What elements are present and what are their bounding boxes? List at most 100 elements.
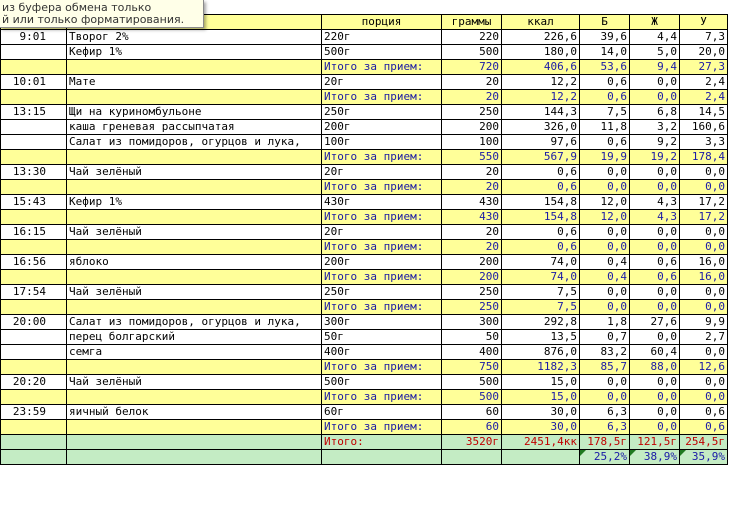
- product-cell[interactable]: Чай зелёный: [66, 224, 322, 240]
- grams-cell[interactable]: 250: [441, 299, 502, 315]
- grand-total-fat[interactable]: 121,5г: [629, 434, 680, 450]
- meal-total-label[interactable]: Итого за прием:: [321, 269, 442, 285]
- header-cell-grams[interactable]: граммы: [441, 14, 502, 30]
- product-cell[interactable]: перец болгарский: [66, 329, 322, 345]
- grams-cell[interactable]: 750: [441, 359, 502, 375]
- kcal-cell[interactable]: 0,6: [501, 239, 580, 255]
- grams-cell[interactable]: 500: [441, 389, 502, 405]
- grams-cell[interactable]: 250: [441, 284, 502, 300]
- time-cell[interactable]: 23:59: [0, 404, 67, 420]
- protein-cell[interactable]: 19,9: [579, 149, 630, 165]
- grams-cell[interactable]: 200: [441, 254, 502, 270]
- carbs-cell[interactable]: 9,9: [679, 314, 728, 330]
- grams-cell[interactable]: 430: [441, 209, 502, 225]
- protein-cell[interactable]: 12,0: [579, 209, 630, 225]
- grams-cell[interactable]: 500: [441, 374, 502, 390]
- protein-cell[interactable]: 6,3: [579, 404, 630, 420]
- product-cell[interactable]: семга: [66, 344, 322, 360]
- empty-cell[interactable]: [0, 179, 67, 195]
- fat-cell[interactable]: 0,0: [629, 74, 680, 90]
- kcal-cell[interactable]: 74,0: [501, 269, 580, 285]
- kcal-cell[interactable]: 7,5: [501, 284, 580, 300]
- fat-cell[interactable]: 0,0: [629, 419, 680, 435]
- percent-empty-cell[interactable]: [441, 449, 502, 465]
- time-cell[interactable]: 20:20: [0, 374, 67, 390]
- kcal-cell[interactable]: 154,8: [501, 194, 580, 210]
- time-cell[interactable]: [0, 44, 67, 60]
- portion-cell[interactable]: 500г: [321, 374, 442, 390]
- product-cell[interactable]: Творог 2%: [66, 29, 322, 45]
- protein-cell[interactable]: 0,4: [579, 254, 630, 270]
- empty-cell[interactable]: [66, 149, 322, 165]
- fat-cell[interactable]: 27,6: [629, 314, 680, 330]
- carbs-cell[interactable]: 17,2: [679, 194, 728, 210]
- grams-cell[interactable]: 400: [441, 344, 502, 360]
- kcal-cell[interactable]: 74,0: [501, 254, 580, 270]
- empty-cell[interactable]: [66, 419, 322, 435]
- grand-total-empty-cell[interactable]: [66, 434, 322, 450]
- fat-cell[interactable]: 0,0: [629, 224, 680, 240]
- protein-cell[interactable]: 0,6: [579, 134, 630, 150]
- carbs-cell[interactable]: 0,0: [679, 239, 728, 255]
- grams-cell[interactable]: 220: [441, 29, 502, 45]
- grams-cell[interactable]: 20: [441, 179, 502, 195]
- empty-cell[interactable]: [0, 89, 67, 105]
- meal-total-label[interactable]: Итого за прием:: [321, 209, 442, 225]
- time-cell[interactable]: 16:15: [0, 224, 67, 240]
- fat-cell[interactable]: 0,0: [629, 389, 680, 405]
- portion-cell[interactable]: 250г: [321, 104, 442, 120]
- fat-cell[interactable]: 9,2: [629, 134, 680, 150]
- protein-cell[interactable]: 0,0: [579, 179, 630, 195]
- grams-cell[interactable]: 20: [441, 74, 502, 90]
- kcal-cell[interactable]: 326,0: [501, 119, 580, 135]
- portion-cell[interactable]: 200г: [321, 119, 442, 135]
- time-cell[interactable]: [0, 344, 67, 360]
- empty-cell[interactable]: [0, 389, 67, 405]
- kcal-cell[interactable]: 406,6: [501, 59, 580, 75]
- carbs-cell[interactable]: 2,4: [679, 74, 728, 90]
- empty-cell[interactable]: [66, 59, 322, 75]
- fat-cell[interactable]: 4,3: [629, 209, 680, 225]
- carbs-cell[interactable]: 160,6: [679, 119, 728, 135]
- portion-cell[interactable]: 250г: [321, 284, 442, 300]
- kcal-cell[interactable]: 15,0: [501, 389, 580, 405]
- grams-cell[interactable]: 50: [441, 329, 502, 345]
- empty-cell[interactable]: [0, 239, 67, 255]
- fat-cell[interactable]: 0,0: [629, 299, 680, 315]
- product-cell[interactable]: Кефир 1%: [66, 194, 322, 210]
- protein-cell[interactable]: 0,4: [579, 269, 630, 285]
- fat-cell[interactable]: 6,8: [629, 104, 680, 120]
- fat-cell[interactable]: 19,2: [629, 149, 680, 165]
- protein-cell[interactable]: 0,0: [579, 284, 630, 300]
- protein-cell[interactable]: 53,6: [579, 59, 630, 75]
- protein-cell[interactable]: 14,0: [579, 44, 630, 60]
- carbs-cell[interactable]: 7,3: [679, 29, 728, 45]
- percent-empty-cell[interactable]: [66, 449, 322, 465]
- protein-cell[interactable]: 0,0: [579, 164, 630, 180]
- time-cell[interactable]: 13:30: [0, 164, 67, 180]
- protein-cell[interactable]: 0,0: [579, 239, 630, 255]
- portion-cell[interactable]: 50г: [321, 329, 442, 345]
- grand-total-empty-cell[interactable]: [0, 434, 67, 450]
- carbs-cell[interactable]: 0,6: [679, 404, 728, 420]
- carbs-cell[interactable]: 178,4: [679, 149, 728, 165]
- kcal-cell[interactable]: 0,6: [501, 164, 580, 180]
- portion-cell[interactable]: 100г: [321, 134, 442, 150]
- protein-cell[interactable]: 0,0: [579, 389, 630, 405]
- product-cell[interactable]: Кефир 1%: [66, 44, 322, 60]
- empty-cell[interactable]: [0, 59, 67, 75]
- meal-total-label[interactable]: Итого за прием:: [321, 299, 442, 315]
- grams-cell[interactable]: 20: [441, 239, 502, 255]
- grams-cell[interactable]: 100: [441, 134, 502, 150]
- portion-cell[interactable]: 300г: [321, 314, 442, 330]
- protein-cell[interactable]: 85,7: [579, 359, 630, 375]
- percent-empty-cell[interactable]: [321, 449, 442, 465]
- kcal-cell[interactable]: 12,2: [501, 74, 580, 90]
- kcal-cell[interactable]: 30,0: [501, 419, 580, 435]
- kcal-cell[interactable]: 876,0: [501, 344, 580, 360]
- carbs-cell[interactable]: 16,0: [679, 269, 728, 285]
- grams-cell[interactable]: 250: [441, 104, 502, 120]
- kcal-cell[interactable]: 154,8: [501, 209, 580, 225]
- grand-total-kcal[interactable]: 2451,4кк: [501, 434, 580, 450]
- fat-cell[interactable]: 0,0: [629, 374, 680, 390]
